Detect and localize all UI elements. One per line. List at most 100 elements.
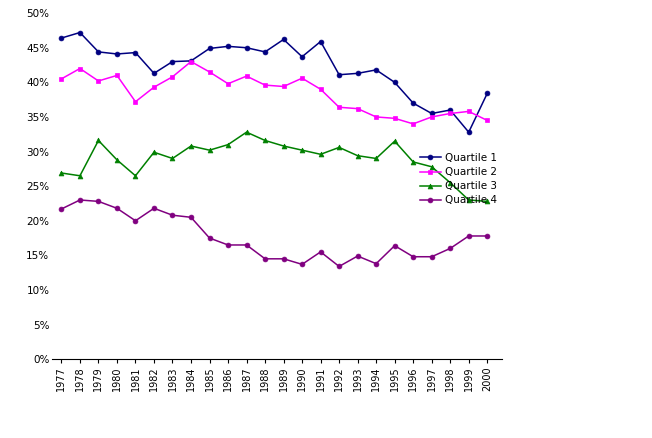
- Quartile 4: [465, 233, 473, 239]
- Quartile 1: [169, 59, 177, 64]
- Quartile 1: [57, 35, 65, 41]
- Quartile 4: [57, 206, 65, 212]
- Quartile 1: [76, 30, 84, 35]
- Quartile 2: [354, 106, 362, 111]
- Quartile 3: [298, 148, 306, 153]
- Quartile 3: [280, 143, 288, 148]
- Quartile 3: [76, 173, 84, 178]
- Quartile 1: [372, 67, 380, 73]
- Quartile 4: [205, 236, 213, 241]
- Quartile 4: [391, 243, 398, 248]
- Quartile 4: [243, 242, 250, 247]
- Line: Quartile 3: Quartile 3: [59, 130, 490, 204]
- Quartile 1: [261, 49, 269, 54]
- Quartile 4: [95, 199, 102, 204]
- Quartile 2: [132, 99, 140, 104]
- Quartile 2: [465, 109, 473, 114]
- Quartile 2: [187, 59, 195, 64]
- Quartile 2: [224, 81, 232, 86]
- Quartile 4: [187, 215, 195, 220]
- Quartile 4: [409, 254, 417, 259]
- Quartile 3: [57, 170, 65, 176]
- Quartile 1: [409, 100, 417, 106]
- Quartile 2: [409, 121, 417, 127]
- Quartile 3: [187, 143, 195, 148]
- Quartile 3: [335, 145, 343, 150]
- Quartile 2: [76, 66, 84, 71]
- Quartile 4: [113, 206, 121, 211]
- Quartile 3: [261, 138, 269, 143]
- Quartile 1: [243, 45, 250, 50]
- Line: Quartile 1: Quartile 1: [59, 30, 490, 134]
- Quartile 3: [113, 157, 121, 162]
- Quartile 2: [280, 84, 288, 89]
- Quartile 1: [113, 51, 121, 57]
- Quartile 3: [95, 138, 102, 143]
- Quartile 1: [298, 54, 306, 60]
- Quartile 1: [317, 39, 325, 44]
- Quartile 3: [428, 164, 436, 170]
- Quartile 2: [483, 118, 491, 123]
- Quartile 1: [132, 50, 140, 55]
- Quartile 2: [261, 82, 269, 88]
- Quartile 4: [335, 264, 343, 269]
- Quartile 3: [243, 130, 250, 135]
- Quartile 3: [391, 138, 398, 144]
- Quartile 2: [205, 69, 213, 74]
- Quartile 4: [169, 212, 177, 218]
- Quartile 1: [335, 72, 343, 78]
- Quartile 2: [391, 116, 398, 121]
- Quartile 4: [298, 262, 306, 267]
- Quartile 2: [428, 114, 436, 120]
- Quartile 1: [446, 107, 454, 113]
- Quartile 4: [261, 256, 269, 261]
- Quartile 4: [483, 233, 491, 239]
- Quartile 1: [280, 37, 288, 42]
- Quartile 3: [409, 159, 417, 165]
- Quartile 1: [428, 111, 436, 116]
- Quartile 3: [169, 156, 177, 161]
- Legend: Quartile 1, Quartile 2, Quartile 3, Quartile 4: Quartile 1, Quartile 2, Quartile 3, Quar…: [420, 153, 497, 205]
- Quartile 1: [95, 49, 102, 54]
- Quartile 1: [205, 46, 213, 51]
- Quartile 1: [391, 80, 398, 85]
- Quartile 2: [335, 105, 343, 110]
- Quartile 1: [483, 91, 491, 96]
- Quartile 2: [113, 73, 121, 78]
- Quartile 2: [95, 78, 102, 84]
- Quartile 2: [298, 76, 306, 81]
- Quartile 4: [132, 218, 140, 223]
- Quartile 4: [317, 249, 325, 254]
- Quartile 2: [57, 76, 65, 81]
- Quartile 4: [76, 198, 84, 203]
- Quartile 3: [483, 199, 491, 204]
- Quartile 3: [465, 198, 473, 203]
- Quartile 2: [150, 85, 158, 90]
- Quartile 3: [446, 180, 454, 185]
- Quartile 4: [354, 254, 362, 259]
- Quartile 1: [465, 130, 473, 135]
- Quartile 4: [280, 256, 288, 261]
- Quartile 4: [446, 246, 454, 251]
- Quartile 3: [354, 153, 362, 158]
- Quartile 4: [150, 206, 158, 211]
- Quartile 3: [205, 148, 213, 153]
- Quartile 2: [243, 74, 250, 79]
- Quartile 3: [372, 156, 380, 161]
- Quartile 4: [224, 242, 232, 247]
- Quartile 2: [317, 87, 325, 92]
- Quartile 2: [169, 74, 177, 79]
- Line: Quartile 4: Quartile 4: [59, 198, 490, 269]
- Quartile 1: [150, 71, 158, 76]
- Quartile 4: [372, 261, 380, 266]
- Line: Quartile 2: Quartile 2: [59, 59, 490, 126]
- Quartile 1: [354, 71, 362, 76]
- Quartile 3: [150, 150, 158, 155]
- Quartile 1: [224, 44, 232, 49]
- Quartile 3: [132, 173, 140, 178]
- Quartile 3: [317, 152, 325, 157]
- Quartile 2: [372, 114, 380, 120]
- Quartile 1: [187, 58, 195, 64]
- Quartile 3: [224, 142, 232, 147]
- Quartile 2: [446, 111, 454, 116]
